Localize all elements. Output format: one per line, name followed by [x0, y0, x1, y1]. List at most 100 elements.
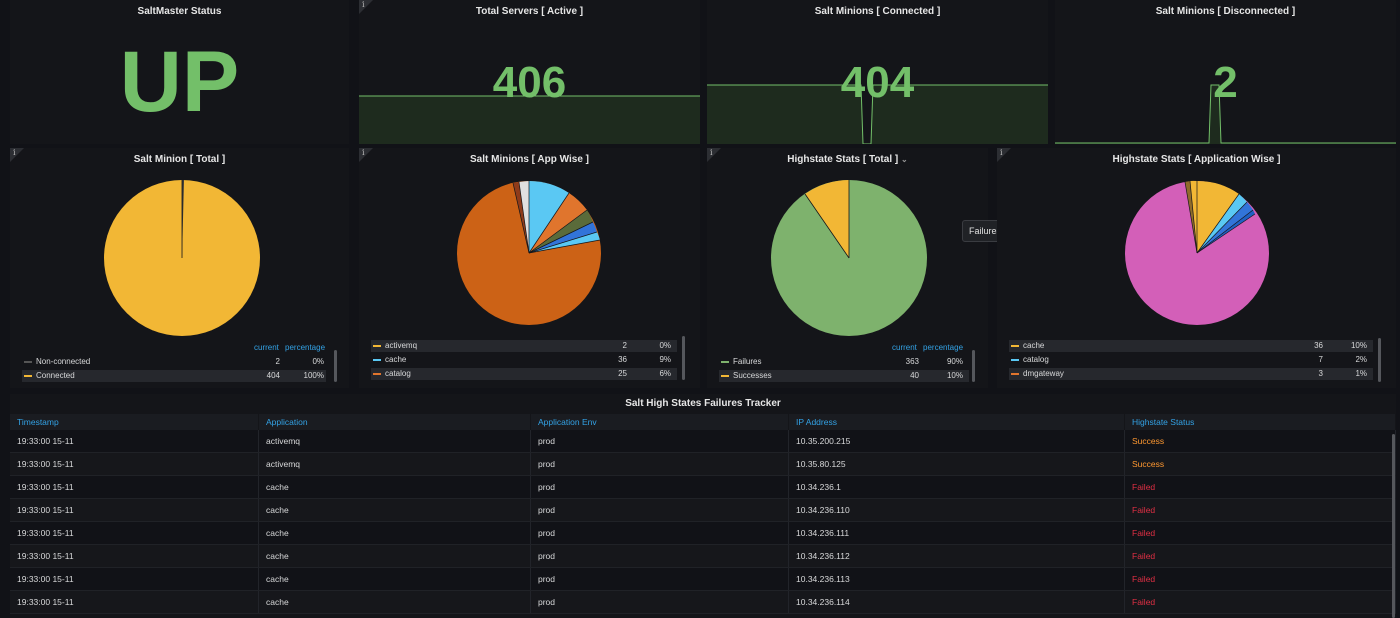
- pie-slice-successes: [805, 180, 849, 258]
- cell-application: activemq: [258, 430, 531, 453]
- legend-row[interactable]: catalog 7 2%: [1009, 354, 1373, 366]
- legend-row[interactable]: Non-connected 2 0%: [22, 356, 326, 368]
- pie-slice-cache: [1197, 180, 1239, 253]
- column-header-application-env[interactable]: Application Env: [530, 414, 789, 430]
- panel-title: Salt High States Failures Tracker: [625, 398, 781, 409]
- cell-ip-address: 10.35.80.125: [788, 452, 1125, 476]
- cell-env: prod: [530, 544, 789, 568]
- cell-timestamp: 19:33:00 15-11: [10, 498, 259, 522]
- legend-header-current: current: [254, 343, 279, 352]
- cell-timestamp: 19:33:00 15-11: [10, 430, 259, 453]
- table-scrollbar[interactable]: [1392, 434, 1395, 618]
- legend-scrollbar[interactable]: [972, 350, 975, 382]
- legend-row[interactable]: Failures 363 90%: [719, 356, 969, 368]
- cell-status: Failed: [1124, 544, 1396, 568]
- salt-minion-total-panel: i Salt Minion [ Total ] current percenta…: [10, 148, 349, 388]
- cell-ip-address: 10.34.236.114: [788, 590, 1125, 614]
- cell-status: Failed: [1124, 521, 1396, 545]
- cell-status: Failed: [1124, 498, 1396, 522]
- panel-title: Salt Minions [ App Wise ]: [470, 154, 589, 165]
- highstate-total-panel: i Highstate Stats [ Total ] ⌄ current pe…: [707, 148, 988, 388]
- cell-timestamp: 19:33:00 15-11: [10, 567, 259, 591]
- info-icon[interactable]: i: [997, 148, 1011, 162]
- legend-header-percentage: percentage: [923, 343, 964, 352]
- legend-row[interactable]: Successes 40 10%: [719, 370, 969, 382]
- cell-timestamp: 19:33:00 15-11: [10, 544, 259, 568]
- cell-timestamp: 19:33:00 15-11: [10, 475, 259, 499]
- cell-ip-address: 10.34.236.113: [788, 567, 1125, 591]
- minions-disconnected-value: 2: [1213, 58, 1238, 107]
- table-row: 19:33:00 15-11 cache prod 10.34.236.110 Fail…: [10, 498, 1396, 522]
- column-header-timestamp[interactable]: Timestamp: [10, 414, 259, 430]
- legend-row[interactable]: cache 36 9%: [371, 354, 677, 366]
- info-icon[interactable]: i: [359, 148, 373, 162]
- legend-row[interactable]: catalog 25 6%: [371, 368, 677, 380]
- cell-application: cache: [258, 521, 531, 545]
- panel-title: Total Servers [ Active ]: [475, 6, 584, 17]
- table-body: 19:33:00 15-11 activemq prod 10.35.200.215 S…: [10, 430, 1396, 614]
- info-icon[interactable]: i: [359, 0, 373, 14]
- table-header-row: Timestamp Application Application Env IP…: [10, 414, 1396, 430]
- cell-status: Failed: [1124, 475, 1396, 499]
- minions-disconnected-panel: Salt Minions [ Disconnected ] 2: [1055, 0, 1396, 144]
- panel-title: Highstate Stats [ Application Wise ]: [1112, 154, 1281, 165]
- pie-slice-dmgateway: [1197, 202, 1253, 253]
- cell-application: cache: [258, 498, 531, 522]
- cell-env: prod: [530, 521, 789, 545]
- panel-title: SaltMaster Status: [137, 6, 222, 17]
- failures-table: Timestamp Application Application Env IP…: [10, 414, 1396, 614]
- cell-env: prod: [530, 452, 789, 476]
- legend-row[interactable]: activemq 2 0%: [371, 340, 677, 352]
- info-icon[interactable]: i: [10, 148, 24, 162]
- salt-minions-app-panel: i Salt Minions [ App Wise ] activemq 2 0…: [359, 148, 700, 388]
- saltmaster-status-value: UP: [119, 34, 240, 130]
- cell-ip-address: 10.35.200.215: [788, 430, 1125, 453]
- pie-slice-non-connected: [182, 179, 184, 258]
- table-row: 19:33:00 15-11 cache prod 10.34.236.1 Failed: [10, 475, 1396, 499]
- pie-chart: [457, 180, 601, 325]
- column-header-ip-address[interactable]: IP Address: [788, 414, 1125, 430]
- cell-env: prod: [530, 590, 789, 614]
- legend-header-current: current: [892, 343, 917, 352]
- minions-connected-value: 404: [840, 58, 915, 107]
- legend-scrollbar[interactable]: [334, 350, 337, 382]
- legend-row[interactable]: dmgateway 3 1%: [1009, 368, 1373, 380]
- legend-row[interactable]: Connected 404 100%: [22, 370, 326, 382]
- table-row: 19:33:00 15-11 cache prod 10.34.236.114 Fail…: [10, 590, 1396, 614]
- table-row: 19:33:00 15-11 cache prod 10.34.236.112 Fail…: [10, 544, 1396, 568]
- cell-application: cache: [258, 544, 531, 568]
- sparkline: [1055, 84, 1396, 144]
- pie-slice-catalog: [1197, 194, 1247, 253]
- pie-slice-small-1: [529, 210, 593, 253]
- minions-connected-panel: Salt Minions [ Connected ] 404: [707, 0, 1048, 144]
- column-header-highstate-status[interactable]: Highstate Status: [1124, 414, 1396, 430]
- legend-row[interactable]: cache 36 10%: [1009, 340, 1373, 352]
- cell-application: cache: [258, 567, 531, 591]
- panel-title: Salt Minion [ Total ]: [133, 154, 226, 165]
- cell-application: cache: [258, 590, 531, 614]
- cell-env: prod: [530, 498, 789, 522]
- pie-slice-orange: [529, 193, 587, 253]
- total-servers-panel: i Total Servers [ Active ] 406: [359, 0, 700, 144]
- cell-env: prod: [530, 430, 789, 453]
- column-header-application[interactable]: Application: [258, 414, 531, 430]
- panel-title: Highstate Stats [ Total ] ⌄: [787, 154, 908, 165]
- panel-title: Salt Minions [ Disconnected ]: [1155, 6, 1296, 17]
- failures-tracker-panel: Salt High States Failures Tracker Timest…: [10, 394, 1396, 618]
- table-row: 19:33:00 15-11 activemq prod 10.35.200.215 S…: [10, 430, 1396, 453]
- cell-status: Success: [1124, 430, 1396, 453]
- pie-slice-cache: [529, 180, 569, 253]
- pie-chart: [104, 179, 260, 336]
- sparkline: [359, 95, 700, 144]
- legend-scrollbar[interactable]: [682, 336, 685, 380]
- cell-ip-address: 10.34.236.111: [788, 521, 1125, 545]
- chevron-down-icon[interactable]: ⌄: [901, 155, 908, 164]
- table-row: 19:33:00 15-11 cache prod 10.34.236.113 Fail…: [10, 567, 1396, 591]
- cell-ip-address: 10.34.236.112: [788, 544, 1125, 568]
- cell-application: activemq: [258, 452, 531, 476]
- legend-scrollbar[interactable]: [1378, 338, 1381, 382]
- cell-status: Failed: [1124, 590, 1396, 614]
- cell-ip-address: 10.34.236.110: [788, 498, 1125, 522]
- cell-timestamp: 19:33:00 15-11: [10, 521, 259, 545]
- info-icon[interactable]: i: [707, 148, 721, 162]
